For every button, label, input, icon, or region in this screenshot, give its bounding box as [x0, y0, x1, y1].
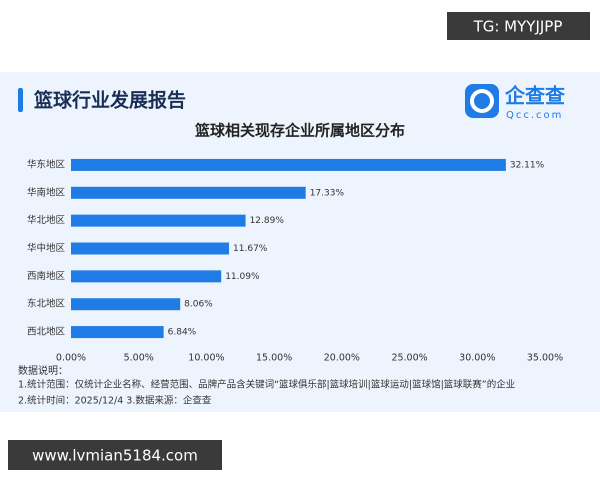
x-tick-label: 0.00% — [56, 353, 86, 364]
logo-icon — [465, 84, 499, 118]
chart-title: 篮球相关现存企业所属地区分布 — [194, 122, 405, 140]
x-tick-label: 5.00% — [124, 353, 154, 364]
x-tick-label: 10.00% — [188, 353, 224, 364]
logo-name: 企查查 — [504, 84, 565, 108]
x-tick-label: 15.00% — [256, 353, 292, 364]
value-label: 17.33% — [310, 188, 345, 198]
bar — [71, 242, 230, 255]
note: 1.统计范围：仅统计企业名称、经营范围、品牌产品含关键词“篮球俱乐部|篮球培训|… — [18, 379, 515, 391]
bar — [71, 158, 506, 171]
y-tick-label: 华北地区 — [27, 214, 66, 226]
bar — [71, 298, 181, 311]
card — [0, 72, 600, 412]
bar — [71, 214, 246, 227]
bar — [71, 186, 306, 199]
bar — [71, 326, 164, 339]
value-label: 32.11% — [510, 160, 545, 170]
watermark: www.lvmian5184.com — [32, 447, 198, 465]
watermark-box — [8, 440, 222, 470]
value-label: 11.09% — [225, 272, 260, 282]
y-tick-label: 西南地区 — [27, 270, 66, 282]
bar — [71, 270, 222, 283]
x-tick-label: 20.00% — [324, 353, 360, 364]
y-tick-label: 华南地区 — [27, 186, 66, 198]
logo-ring — [470, 89, 494, 113]
note: 2.统计时间：2025/12/4 3.数据来源：企查查 — [18, 395, 212, 407]
report-title: 篮球行业发展报告 — [33, 89, 186, 112]
watermark-box — [447, 12, 590, 40]
x-tick-label: 30.00% — [459, 353, 495, 364]
x-tick-label: 35.00% — [527, 353, 563, 364]
y-tick-label: 西北地区 — [27, 326, 66, 338]
logo-domain: Qcc.com — [506, 110, 563, 121]
value-label: 12.89% — [250, 216, 285, 226]
value-label: 6.84% — [168, 328, 197, 338]
y-tick-label: 华中地区 — [27, 242, 66, 254]
value-label: 11.67% — [233, 244, 268, 254]
y-tick-label: 东北地区 — [27, 298, 66, 310]
y-tick-label: 华东地区 — [27, 158, 66, 170]
notes-heading: 数据说明： — [18, 364, 68, 377]
x-tick-label: 25.00% — [391, 353, 427, 364]
value-label: 8.06% — [184, 300, 213, 310]
title-accent — [18, 88, 23, 112]
watermark: TG: MYYJJPP — [473, 18, 563, 36]
